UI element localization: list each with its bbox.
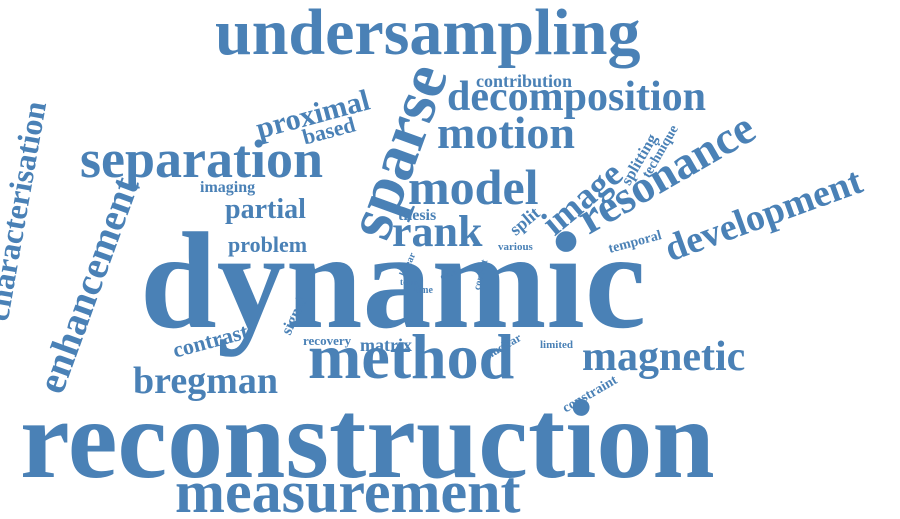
word-limited: limited xyxy=(540,339,573,351)
word-separation: separation xyxy=(80,129,323,189)
word-dynamic: dynamic xyxy=(140,204,647,357)
word-contribution: contribution xyxy=(476,71,573,91)
word-recovery: recovery xyxy=(303,333,352,348)
word-problem: problem xyxy=(228,232,308,257)
word-thesis: thesis xyxy=(398,207,437,224)
word-various: various xyxy=(498,241,533,253)
word-motion: motion xyxy=(437,107,575,158)
word-method: method xyxy=(308,321,515,392)
word-enhancement: enhancement xyxy=(27,170,148,400)
word-measurement: measurement xyxy=(175,459,521,519)
word-term: term xyxy=(400,277,419,287)
word-partial: partial xyxy=(225,194,306,225)
word-magnetic: magnetic xyxy=(582,334,746,380)
word-time: time xyxy=(414,285,433,296)
word-reconstruction: reconstruction xyxy=(20,378,715,502)
word-characterisation: characterisation xyxy=(0,98,54,324)
word-undersampling: undersampling xyxy=(215,0,641,69)
word-bregman: bregman xyxy=(133,360,278,402)
word-model: model xyxy=(408,159,539,215)
word-imaging: imaging xyxy=(200,179,256,196)
word-matrix: matrix xyxy=(360,335,412,355)
word-decomposition: decomposition xyxy=(447,74,707,120)
word-rank: rank xyxy=(392,207,483,256)
